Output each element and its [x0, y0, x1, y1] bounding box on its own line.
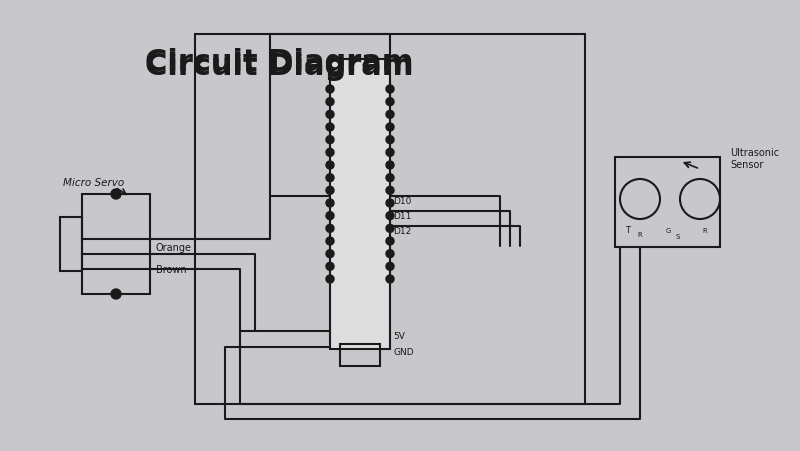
Text: D10: D10: [393, 197, 411, 206]
Bar: [82, 194, 150, 295]
Circle shape: [386, 136, 394, 144]
Text: Circuit Diagram: Circuit Diagram: [145, 48, 414, 77]
Text: GND: GND: [393, 347, 414, 356]
Circle shape: [386, 86, 394, 94]
Text: R: R: [638, 231, 642, 238]
Bar: [330, 60, 390, 349]
Circle shape: [386, 238, 394, 245]
Text: T: T: [626, 226, 630, 235]
Circle shape: [326, 124, 334, 132]
Circle shape: [326, 86, 334, 94]
Bar: [615, 158, 720, 248]
Circle shape: [326, 136, 334, 144]
Text: Circuit Diagram: Circuit Diagram: [145, 52, 414, 81]
Text: Orange: Orange: [156, 243, 192, 253]
Circle shape: [386, 250, 394, 258]
Circle shape: [326, 238, 334, 245]
Circle shape: [386, 225, 394, 233]
Circle shape: [386, 212, 394, 220]
Circle shape: [326, 276, 334, 283]
Circle shape: [386, 187, 394, 195]
Text: 5V: 5V: [393, 331, 405, 340]
Circle shape: [111, 290, 121, 299]
Text: Ultrasonic
Sensor: Ultrasonic Sensor: [730, 147, 779, 169]
Circle shape: [326, 212, 334, 220]
Bar: [195, 35, 585, 404]
Circle shape: [386, 149, 394, 157]
Circle shape: [326, 187, 334, 195]
Circle shape: [326, 149, 334, 157]
Text: G: G: [666, 227, 670, 234]
Circle shape: [326, 111, 334, 119]
Circle shape: [326, 263, 334, 271]
Circle shape: [326, 250, 334, 258]
Circle shape: [111, 189, 121, 199]
Circle shape: [386, 111, 394, 119]
Text: S: S: [676, 234, 680, 239]
Bar: [60, 217, 82, 272]
Circle shape: [326, 225, 334, 233]
Circle shape: [326, 199, 334, 207]
Circle shape: [386, 276, 394, 283]
Text: R: R: [702, 227, 707, 234]
Circle shape: [386, 161, 394, 170]
Circle shape: [386, 174, 394, 182]
Circle shape: [386, 124, 394, 132]
Bar: [340, 344, 380, 366]
Circle shape: [326, 174, 334, 182]
Circle shape: [326, 161, 334, 170]
Text: Brown: Brown: [156, 264, 186, 274]
Circle shape: [386, 263, 394, 271]
Circle shape: [326, 98, 334, 106]
Text: Micro Servo: Micro Servo: [63, 178, 124, 188]
Text: D11: D11: [393, 212, 411, 221]
Circle shape: [386, 199, 394, 207]
Text: D12: D12: [393, 226, 411, 235]
Circle shape: [386, 98, 394, 106]
